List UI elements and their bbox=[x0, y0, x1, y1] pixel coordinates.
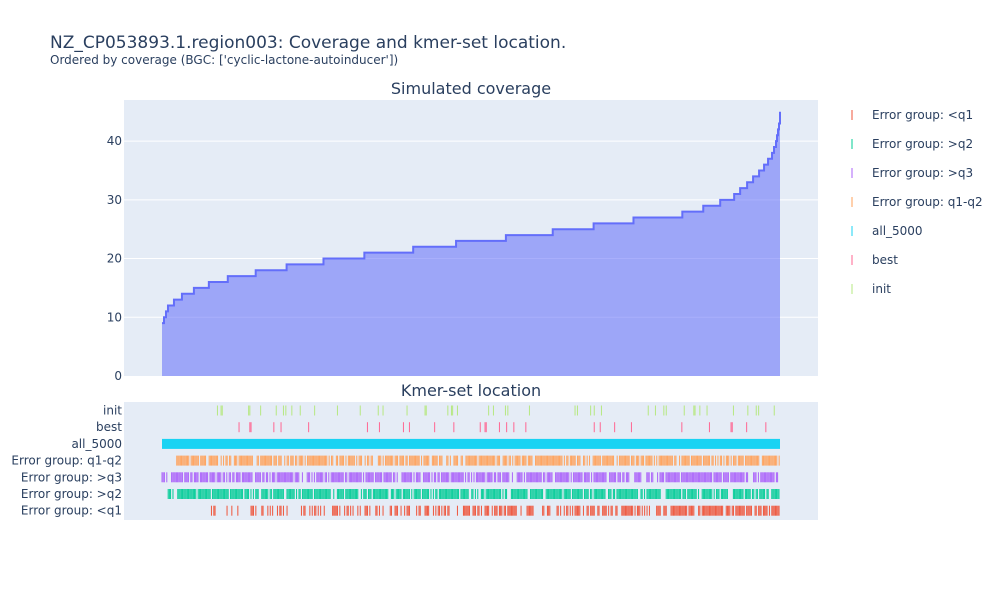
legend-item: best bbox=[851, 253, 898, 267]
kmer-row-label: Error group: >q3 bbox=[21, 470, 122, 484]
legend: Error group: <q1 Error group: >q2 Error gr… bbox=[851, 108, 983, 296]
kmer-row-label: Error group: <q1 bbox=[21, 504, 122, 518]
legend-label: Error group: q1-q2 bbox=[872, 195, 983, 209]
kmer-series-all-5000 bbox=[162, 438, 780, 449]
kmer-series-init bbox=[216, 405, 775, 416]
coverage-y-tick-label: 0 bbox=[114, 369, 122, 383]
legend-label: Error group: >q2 bbox=[872, 137, 973, 151]
legend-item: Error group: <q1 bbox=[851, 108, 973, 122]
kmer-row-label: all_5000 bbox=[71, 437, 122, 451]
kmer-row-label: init bbox=[103, 404, 122, 418]
coverage-subplot-title: Simulated coverage bbox=[391, 79, 551, 98]
kmer-row-label: Error group: q1-q2 bbox=[11, 454, 122, 468]
kmer-series-error-group-q1-q2 bbox=[176, 455, 780, 466]
kmer-series-error-group-q3 bbox=[161, 472, 779, 483]
kmer-series-error-group-q1 bbox=[210, 505, 780, 516]
kmer-row-labels: init best all_5000 Error group: q1-q2 Error … bbox=[11, 404, 122, 518]
coverage-y-tick-label: 10 bbox=[107, 310, 122, 324]
kmer-row-label: best bbox=[96, 420, 122, 434]
legend-label: init bbox=[872, 282, 891, 296]
kmer-row-label: Error group: >q2 bbox=[21, 487, 122, 501]
kmer-rows bbox=[161, 405, 780, 516]
kmer-series-error-group-q2 bbox=[167, 489, 780, 499]
coverage-y-tick-label: 40 bbox=[107, 134, 122, 148]
kmer-subplot-title: Kmer-set location bbox=[401, 381, 541, 400]
legend-item: Error group: >q3 bbox=[851, 166, 973, 180]
chart-subtitle: Ordered by coverage (BGC: ['cyclic-lacto… bbox=[50, 53, 399, 67]
legend-label: Error group: <q1 bbox=[872, 108, 973, 122]
kmer-series-best bbox=[238, 422, 767, 433]
legend-item: init bbox=[851, 282, 891, 296]
legend-item: Error group: q1-q2 bbox=[851, 195, 983, 209]
legend-item: Error group: >q2 bbox=[851, 137, 973, 151]
kmer-mark bbox=[162, 438, 780, 449]
chart-title: NZ_CP053893.1.region003: Coverage and km… bbox=[50, 33, 567, 53]
coverage-area bbox=[162, 111, 780, 376]
legend-label: Error group: >q3 bbox=[872, 166, 973, 180]
coverage-y-ticks: 0 10 20 30 40 bbox=[107, 134, 122, 383]
coverage-line bbox=[162, 111, 781, 325]
coverage-y-tick-label: 30 bbox=[107, 193, 122, 207]
legend-item: all_5000 bbox=[851, 224, 923, 238]
legend-label: all_5000 bbox=[872, 224, 923, 238]
legend-label: best bbox=[872, 253, 898, 267]
coverage-y-tick-label: 20 bbox=[107, 252, 122, 266]
